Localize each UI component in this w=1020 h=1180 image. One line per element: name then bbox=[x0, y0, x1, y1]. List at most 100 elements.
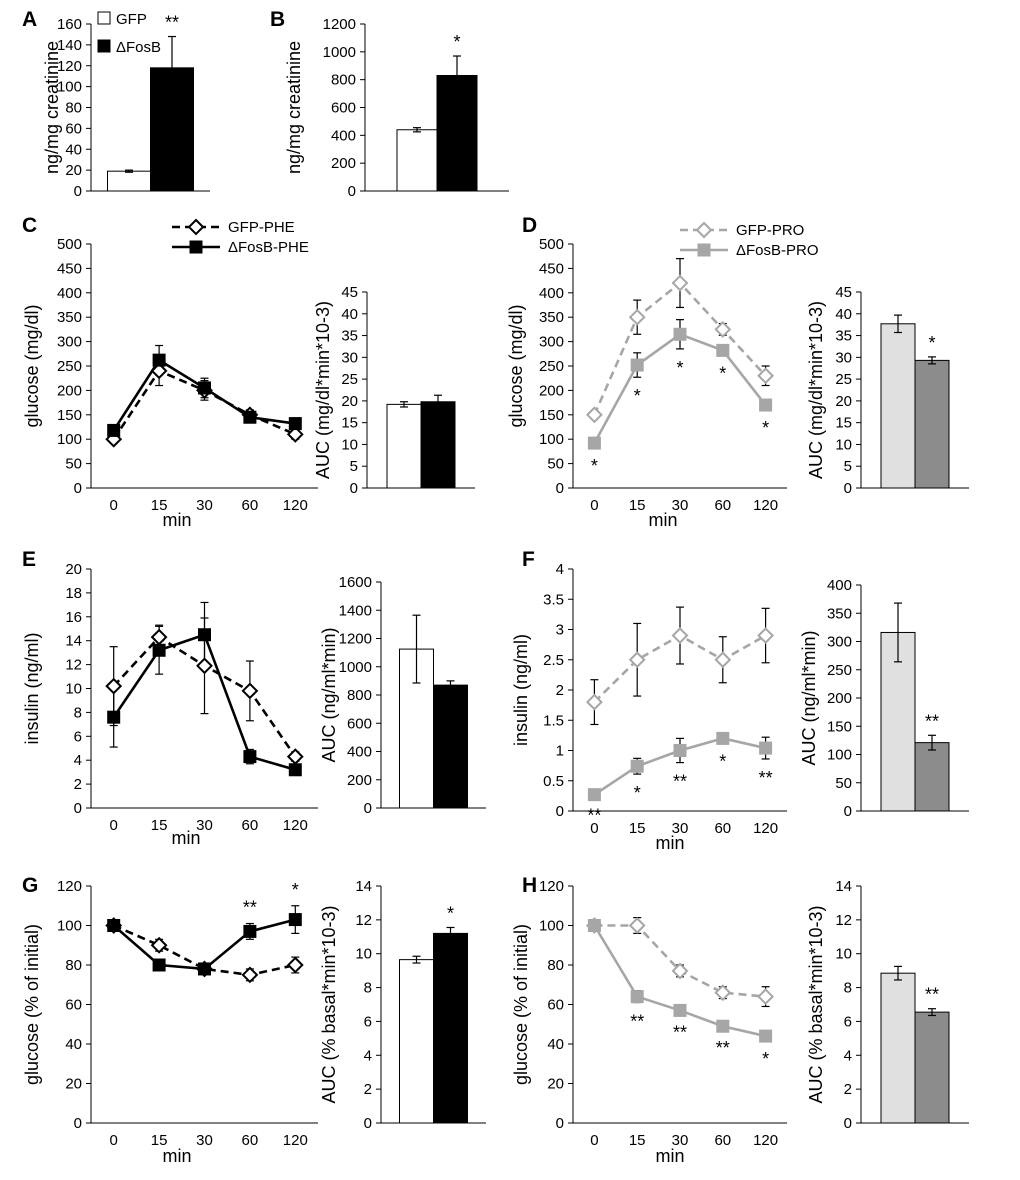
data-point-fosb bbox=[107, 710, 121, 724]
x-tick-label: 15 bbox=[151, 817, 168, 834]
data-point-fosb bbox=[152, 958, 166, 972]
y-axis-label: insulin (ng/ml) bbox=[22, 632, 42, 744]
x-tick-label: 15 bbox=[151, 497, 168, 514]
x-tick-label: 15 bbox=[629, 1132, 646, 1149]
y-tick-label: 0 bbox=[556, 480, 564, 497]
y-tick-label: 250 bbox=[57, 358, 82, 375]
y-axis-label: AUC (mg/dl*min*10-3) bbox=[806, 301, 826, 479]
y-tick-label: 60 bbox=[65, 997, 82, 1014]
significance-marker: * bbox=[292, 880, 299, 900]
y-tick-label: 80 bbox=[65, 957, 82, 974]
significance-marker: * bbox=[719, 363, 726, 383]
y-tick-label: 120 bbox=[539, 878, 564, 895]
y-axis-label: AUC (% basal*min*10-3) bbox=[806, 905, 826, 1103]
y-tick-label: 400 bbox=[539, 285, 564, 302]
significance-marker: ** bbox=[759, 768, 773, 788]
y-tick-label: 15 bbox=[835, 415, 852, 432]
data-point-fosb bbox=[630, 358, 644, 372]
y-tick-label: 120 bbox=[57, 878, 82, 895]
data-point-gfp bbox=[671, 274, 689, 292]
data-point-fosb bbox=[152, 643, 166, 657]
data-point-gfp bbox=[196, 657, 213, 675]
data-point-fosb bbox=[759, 741, 773, 755]
y-axis-label: AUC (% basal*min*10-3) bbox=[319, 905, 339, 1103]
data-point-gfp bbox=[150, 362, 168, 380]
y-tick-label: 1400 bbox=[339, 602, 372, 619]
x-tick-label: 0 bbox=[110, 1132, 118, 1149]
data-point-fosb bbox=[587, 436, 601, 450]
x-tick-label: 0 bbox=[590, 1132, 598, 1149]
y-tick-label: 100 bbox=[539, 918, 564, 935]
y-tick-label: 20 bbox=[65, 561, 82, 578]
y-tick-label: 12 bbox=[355, 912, 372, 929]
data-point-fosb bbox=[198, 962, 211, 976]
data-point-fosb bbox=[630, 990, 644, 1004]
significance-marker: ** bbox=[716, 1038, 730, 1058]
x-tick-label: 60 bbox=[242, 497, 259, 514]
significance-marker: ** bbox=[587, 805, 601, 825]
y-tick-label: 8 bbox=[74, 704, 82, 721]
bar-fosb bbox=[433, 932, 468, 1124]
bar-gfp bbox=[107, 170, 151, 192]
y-tick-label: 30 bbox=[835, 349, 852, 366]
significance-marker: * bbox=[634, 386, 641, 406]
data-point-fosb bbox=[152, 353, 166, 367]
y-tick-label: 0 bbox=[364, 1115, 372, 1132]
y-tick-label: 120 bbox=[57, 58, 82, 75]
y-tick-label: 200 bbox=[827, 690, 852, 707]
significance-marker: ** bbox=[673, 772, 687, 792]
y-tick-label: 40 bbox=[341, 306, 358, 323]
data-point-gfp bbox=[150, 936, 168, 954]
y-tick-label: 20 bbox=[65, 1076, 82, 1093]
y-tick-label: 400 bbox=[827, 577, 852, 594]
y-tick-label: 0 bbox=[844, 1115, 852, 1132]
y-tick-label: 6 bbox=[74, 728, 82, 745]
data-point-fosb bbox=[759, 1029, 773, 1043]
y-tick-label: 10 bbox=[65, 681, 82, 698]
y-tick-label: 4 bbox=[74, 752, 82, 769]
legend-marker-gfp bbox=[187, 218, 205, 236]
significance-marker: * bbox=[591, 456, 598, 476]
y-tick-label: 1200 bbox=[323, 16, 356, 33]
y-tick-label: 18 bbox=[65, 585, 82, 602]
data-point-fosb bbox=[673, 1003, 687, 1017]
data-point-fosb bbox=[243, 410, 257, 424]
y-tick-label: 3 bbox=[556, 622, 564, 639]
y-tick-label: 0.5 bbox=[543, 773, 564, 790]
y-tick-label: 5 bbox=[844, 458, 852, 475]
x-tick-label: 60 bbox=[714, 820, 731, 837]
y-tick-label: 100 bbox=[57, 918, 82, 935]
y-tick-label: 450 bbox=[57, 260, 82, 277]
data-point-gfp bbox=[757, 988, 775, 1006]
y-tick-label: 35 bbox=[341, 328, 358, 345]
x-tick-label: 120 bbox=[283, 1132, 308, 1149]
y-tick-label: 5 bbox=[350, 458, 358, 475]
x-tick-label: 0 bbox=[590, 497, 598, 514]
panel-label: B bbox=[270, 8, 285, 31]
data-point-gfp bbox=[671, 962, 689, 980]
bar-gfp bbox=[396, 129, 438, 192]
data-point-gfp bbox=[241, 682, 259, 700]
y-tick-label: 160 bbox=[57, 16, 82, 33]
y-tick-label: 8 bbox=[364, 980, 372, 997]
y-tick-label: 2 bbox=[844, 1081, 852, 1098]
y-tick-label: 0 bbox=[74, 800, 82, 817]
data-point-gfp bbox=[714, 984, 732, 1002]
x-tick-label: 120 bbox=[753, 1132, 778, 1149]
y-axis-label: AUC (mg/dl*min*10-3) bbox=[313, 301, 333, 479]
x-tick-label: 30 bbox=[672, 1132, 689, 1149]
y-tick-label: 12 bbox=[835, 912, 852, 929]
panel-label: G bbox=[22, 874, 38, 897]
data-point-fosb bbox=[288, 417, 302, 431]
series-line-gfp bbox=[113, 924, 296, 977]
y-tick-label: 2 bbox=[364, 1081, 372, 1098]
x-tick-label: 120 bbox=[283, 497, 308, 514]
y-tick-label: 350 bbox=[539, 309, 564, 326]
y-tick-label: 40 bbox=[65, 1036, 82, 1053]
y-tick-label: 140 bbox=[57, 37, 82, 54]
bar-gfp bbox=[399, 959, 434, 1124]
y-tick-label: 0 bbox=[74, 183, 82, 200]
y-tick-label: 45 bbox=[341, 284, 358, 301]
y-tick-label: 80 bbox=[65, 100, 82, 117]
y-tick-label: 400 bbox=[331, 127, 356, 144]
